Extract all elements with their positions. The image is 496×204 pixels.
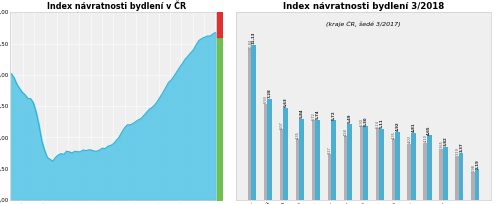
Bar xyxy=(375,129,380,200)
Text: 2,19: 2,19 xyxy=(475,159,479,169)
Bar xyxy=(395,132,400,200)
Bar xyxy=(280,129,285,200)
Text: 5,11: 5,11 xyxy=(379,119,383,128)
Text: 3,37: 3,37 xyxy=(459,143,463,152)
Text: 3,19: 3,19 xyxy=(456,147,460,155)
Bar xyxy=(283,108,288,200)
Text: 5,14: 5,14 xyxy=(376,120,380,128)
Title: Index návratnosti bydlení 3/2018: Index návratnosti bydlení 3/2018 xyxy=(283,2,444,11)
Text: 5,74: 5,74 xyxy=(315,110,319,119)
Text: 4,58: 4,58 xyxy=(344,128,348,135)
Bar xyxy=(427,135,432,200)
Bar xyxy=(471,172,476,200)
Text: 5,84: 5,84 xyxy=(300,109,304,118)
Text: 1,98: 1,98 xyxy=(472,164,476,172)
Bar xyxy=(475,170,480,200)
Text: 5,07: 5,07 xyxy=(280,121,284,129)
Text: 4,35: 4,35 xyxy=(296,131,300,139)
Bar xyxy=(267,99,272,200)
Bar xyxy=(311,120,316,200)
Bar xyxy=(344,136,348,200)
Title: Index návratnosti bydlení v ČR: Index návratnosti bydlení v ČR xyxy=(47,1,186,11)
Text: 3,82: 3,82 xyxy=(443,136,447,146)
Bar xyxy=(360,126,365,200)
Bar xyxy=(391,140,396,200)
Bar xyxy=(408,144,412,200)
Text: 6,63: 6,63 xyxy=(284,97,288,107)
Bar xyxy=(264,104,268,200)
Text: 5,30: 5,30 xyxy=(360,118,364,125)
Bar xyxy=(459,153,463,200)
Text: 5,30: 5,30 xyxy=(364,116,368,125)
Bar xyxy=(315,120,320,200)
Bar xyxy=(411,133,416,200)
Bar xyxy=(328,154,332,200)
Text: 7,28: 7,28 xyxy=(267,88,271,98)
Text: 4,03: 4,03 xyxy=(408,135,412,143)
Text: (kraje ČR, šedé 3/2017): (kraje ČR, šedé 3/2017) xyxy=(326,21,401,27)
Text: 5,49: 5,49 xyxy=(347,113,351,123)
Bar xyxy=(251,45,256,200)
Text: 4,65: 4,65 xyxy=(427,125,431,135)
Text: 4,81: 4,81 xyxy=(411,123,415,132)
Bar xyxy=(331,120,336,200)
Text: 4,35: 4,35 xyxy=(392,131,396,139)
Bar xyxy=(443,147,447,200)
Bar xyxy=(299,119,304,200)
Bar xyxy=(248,49,252,200)
Text: 6,93: 6,93 xyxy=(264,95,268,103)
Bar xyxy=(439,149,444,200)
Text: 10,84: 10,84 xyxy=(248,38,252,49)
Text: 11,13: 11,13 xyxy=(251,32,255,44)
Text: 4,92: 4,92 xyxy=(395,121,399,131)
Bar xyxy=(363,126,368,200)
Bar xyxy=(379,129,384,200)
Bar xyxy=(424,143,428,200)
Bar xyxy=(296,140,301,200)
Text: 5,72: 5,72 xyxy=(312,112,316,120)
Text: 3,65: 3,65 xyxy=(440,141,444,149)
Text: 5,72: 5,72 xyxy=(331,110,335,120)
Bar xyxy=(347,124,352,200)
Text: 4,10: 4,10 xyxy=(424,134,428,142)
Text: 3,27: 3,27 xyxy=(328,146,332,154)
Bar xyxy=(455,156,460,200)
